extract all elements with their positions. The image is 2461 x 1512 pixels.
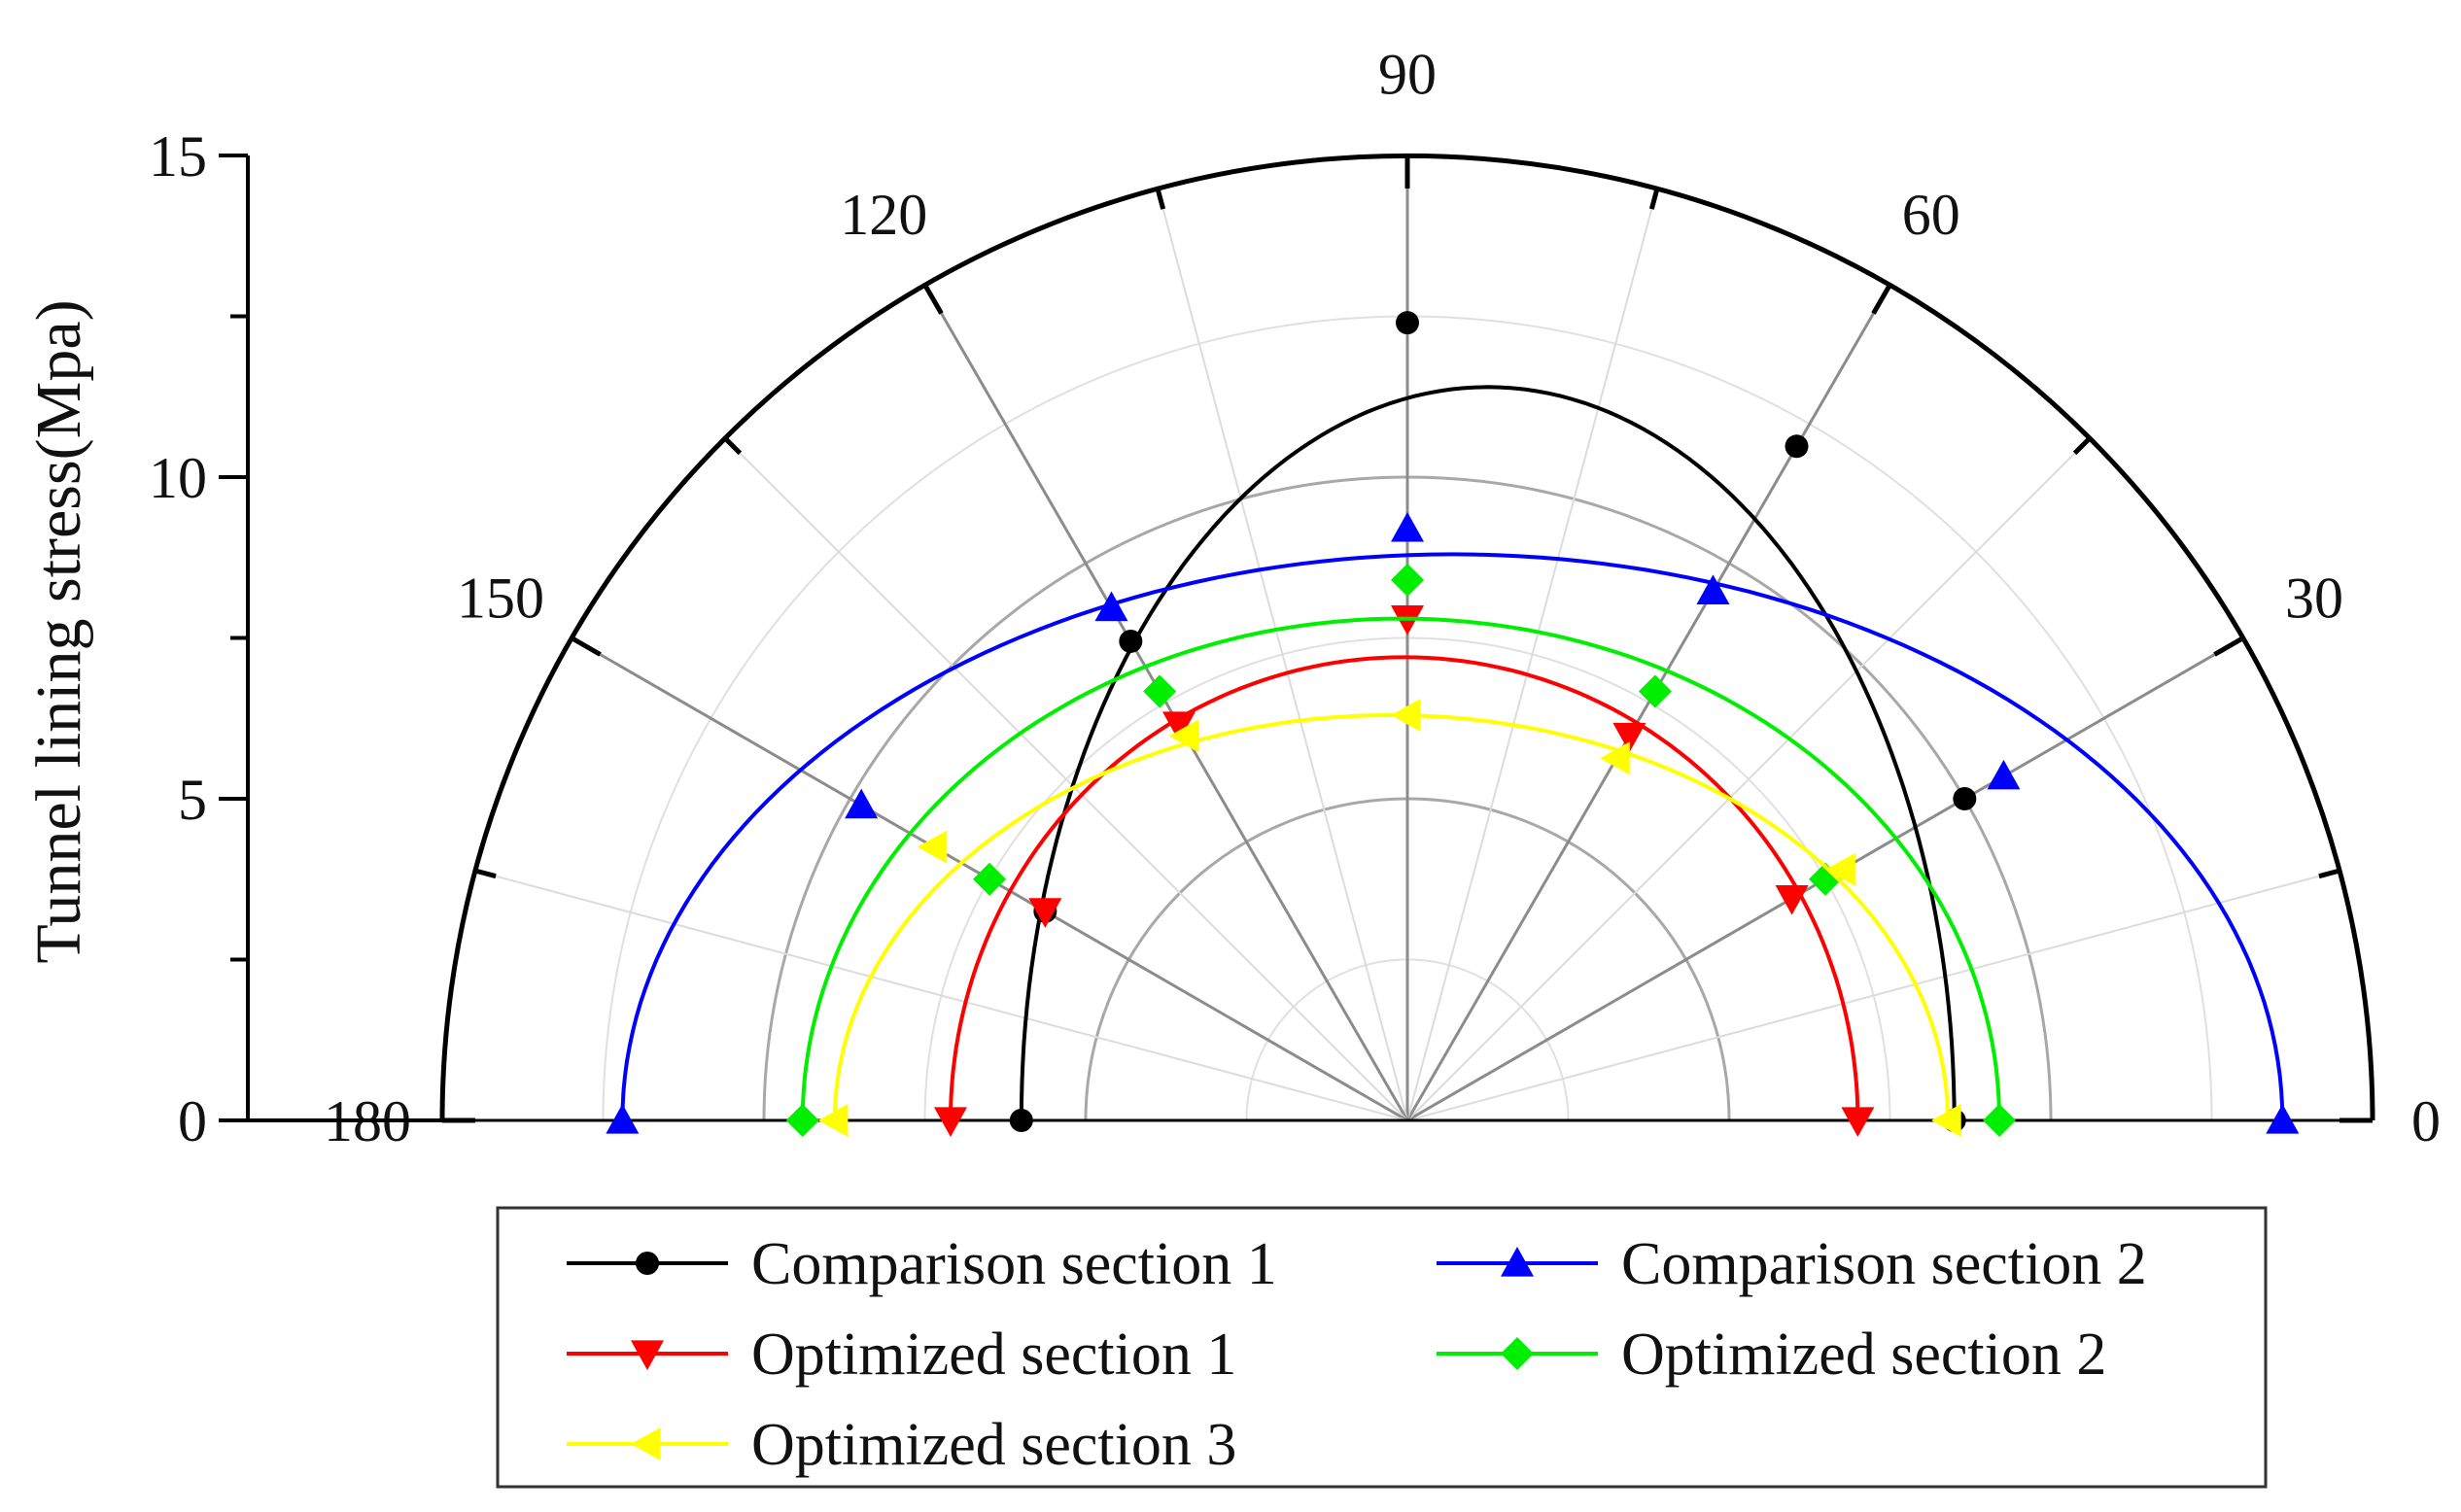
angle-tick-label: 150 [457, 566, 544, 630]
data-point [1396, 311, 1419, 335]
legend-marker [1501, 1247, 1534, 1277]
data-point [933, 1107, 967, 1137]
angle-tick-label: 120 [840, 183, 927, 247]
angle-tick [1155, 188, 1166, 210]
minor-radial-line [1406, 188, 1658, 1121]
data-point [1953, 787, 1977, 810]
data-point [1785, 434, 1809, 459]
angle-tick [2072, 436, 2092, 456]
data-point [1009, 1109, 1033, 1132]
angle-tick [1648, 188, 1660, 210]
legend-item: Comparison section 2 [1437, 1231, 2147, 1297]
data-point [1983, 1104, 2017, 1137]
legend-item: Optimized section 1 [567, 1322, 1236, 1388]
major-radial-line [923, 284, 1409, 1121]
data-point [1612, 722, 1646, 753]
series-5 [817, 698, 1961, 1137]
polar-grid [474, 155, 2340, 1122]
data-point [1696, 574, 1730, 604]
legend-item: Optimized section 3 [567, 1412, 1236, 1478]
data-point [785, 1104, 819, 1137]
data-series [606, 311, 2300, 1137]
minor-radial-line [1157, 188, 1408, 1121]
angle-tick [2318, 868, 2340, 879]
data-point [1143, 674, 1177, 708]
data-point [1391, 698, 1421, 732]
legend-label: Optimized section 3 [751, 1412, 1236, 1478]
angle-tick [1871, 283, 1892, 315]
r-tick-label: 0 [178, 1089, 207, 1153]
data-point [1094, 591, 1128, 622]
data-point [1825, 852, 1855, 886]
legend-marker [1501, 1337, 1534, 1370]
data-point [2266, 1104, 2300, 1134]
legend-marker [636, 1252, 659, 1275]
minor-radial-line [1406, 437, 2091, 1121]
series-line [1019, 385, 1957, 1121]
angle-tick-label: 90 [1378, 43, 1437, 107]
legend-label: Optimized section 1 [751, 1322, 1236, 1388]
r-tick-label: 5 [178, 768, 207, 832]
legend-label: Comparison section 2 [1621, 1231, 2147, 1297]
data-point [817, 1104, 849, 1137]
legend-marker [631, 1340, 664, 1370]
data-point [1391, 563, 1424, 597]
angle-tick [570, 636, 602, 657]
minor-radial-line [1406, 870, 2340, 1121]
angle-tick [922, 283, 944, 315]
data-point [606, 1104, 640, 1134]
data-point [1841, 1107, 1875, 1137]
minor-radial-line [474, 870, 1408, 1121]
angle-tick [474, 868, 497, 879]
data-point [1775, 885, 1809, 915]
legend-item: Optimized section 2 [1437, 1322, 2106, 1388]
major-radial-line [1405, 284, 1891, 1121]
angle-tick [723, 436, 743, 456]
legend: Comparison section 1 Comparison section 2… [496, 1206, 2268, 1489]
data-point [1638, 674, 1672, 708]
legend-marker [631, 1427, 661, 1460]
data-point [1391, 511, 1424, 542]
data-point [845, 788, 879, 819]
angle-tick [2213, 636, 2245, 657]
series-3 [933, 605, 1875, 1137]
series-line [800, 616, 2001, 1121]
series-line [620, 552, 2285, 1121]
data-point [1161, 711, 1196, 741]
minor-radial-line [724, 437, 1408, 1121]
legend-item: Comparison section 1 [567, 1231, 1277, 1297]
r-tick-label: 15 [149, 124, 207, 189]
angle-tick-label: 0 [2411, 1089, 2441, 1153]
data-point [1119, 629, 1143, 653]
y-axis-label: Tunnel lining stress(Mpa) [23, 299, 94, 963]
data-point [1168, 719, 1199, 753]
series-2 [606, 511, 2300, 1134]
legend-box [496, 1206, 2268, 1489]
data-point [1931, 1104, 1961, 1137]
data-point [1600, 741, 1630, 775]
legend-label: Optimized section 2 [1621, 1322, 2106, 1388]
legend-label: Comparison section 1 [751, 1231, 1277, 1297]
data-point [973, 862, 1007, 896]
angle-tick-label: 30 [2285, 566, 2343, 630]
r-tick-label: 10 [149, 446, 207, 510]
data-point [917, 830, 948, 864]
data-point [1987, 759, 2021, 790]
angle-tick-label: 60 [1902, 183, 1960, 247]
data-point [1028, 898, 1062, 928]
